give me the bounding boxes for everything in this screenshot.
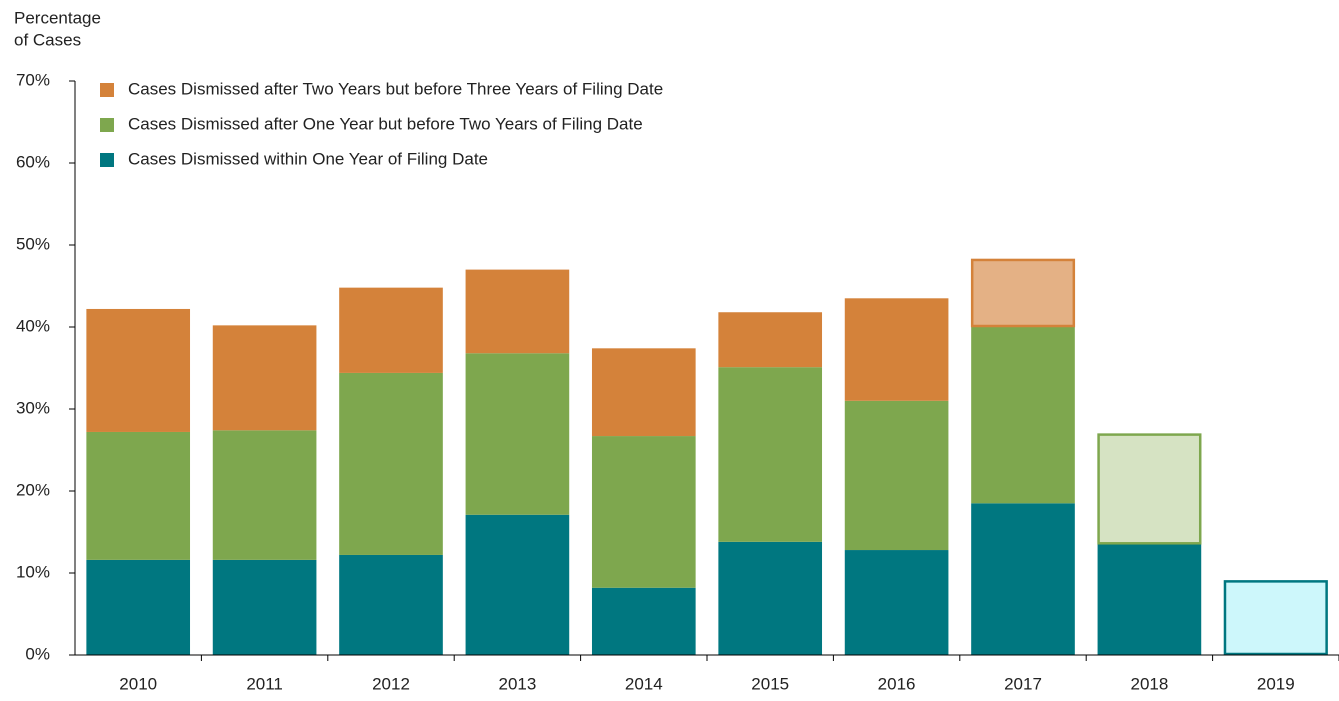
y-tick-label: 60% xyxy=(16,152,50,171)
x-tick-label: 2018 xyxy=(1130,674,1168,693)
x-tick-label: 2013 xyxy=(498,674,536,693)
bar-segment xyxy=(339,372,443,555)
bar-segment xyxy=(1097,433,1202,545)
bar-segment xyxy=(86,308,191,432)
bar-segment xyxy=(718,312,823,368)
bar-segment xyxy=(591,348,696,437)
bar-segment xyxy=(212,430,317,560)
bar-segment xyxy=(465,269,570,354)
y-tick-label: 70% xyxy=(16,70,50,89)
x-tick-label: 2016 xyxy=(878,674,916,693)
bar-segment xyxy=(844,400,949,551)
y-tick-label: 40% xyxy=(16,316,50,335)
bar-segment xyxy=(970,258,1076,328)
x-tick-label: 2012 xyxy=(372,674,410,693)
legend-swatch xyxy=(100,83,114,97)
bar-segment xyxy=(591,436,696,588)
x-tick-label: 2015 xyxy=(751,674,789,693)
bar-segment xyxy=(212,559,317,655)
legend-label: Cases Dismissed within One Year of Filin… xyxy=(128,149,488,168)
x-tick-label: 2014 xyxy=(625,674,663,693)
bar-segment xyxy=(718,541,823,655)
bar-segment xyxy=(465,353,570,515)
bar-segment xyxy=(339,554,443,655)
y-tick-label: 50% xyxy=(16,234,50,253)
bar-segment xyxy=(1097,544,1202,655)
bar-segment xyxy=(971,327,1075,504)
bar-segment xyxy=(1223,580,1328,656)
x-tick-label: 2010 xyxy=(119,674,157,693)
y-axis-label: Percentage xyxy=(14,8,101,27)
y-tick-label: 30% xyxy=(16,398,50,417)
y-tick-label: 20% xyxy=(16,480,50,499)
bar-segment xyxy=(212,325,317,431)
legend-swatch xyxy=(100,153,114,167)
bar-segment xyxy=(339,287,443,373)
bar-segment xyxy=(718,367,823,542)
x-tick-label: 2019 xyxy=(1257,674,1295,693)
x-tick-label: 2011 xyxy=(246,674,283,693)
bar-segment xyxy=(86,559,191,655)
legend-swatch xyxy=(100,118,114,132)
legend-label: Cases Dismissed after One Year but befor… xyxy=(128,114,643,133)
bar-segment xyxy=(844,550,949,655)
y-axis-label: of Cases xyxy=(14,30,81,49)
bar-segment xyxy=(971,503,1075,655)
bar-segment xyxy=(86,431,191,560)
y-tick-label: 10% xyxy=(16,562,50,581)
y-tick-label: 0% xyxy=(25,644,50,663)
bar-segment xyxy=(465,514,570,655)
legend-label: Cases Dismissed after Two Years but befo… xyxy=(128,79,663,98)
bar-segment xyxy=(844,298,949,401)
bar-segment xyxy=(591,587,696,655)
x-tick-label: 2017 xyxy=(1004,674,1042,693)
